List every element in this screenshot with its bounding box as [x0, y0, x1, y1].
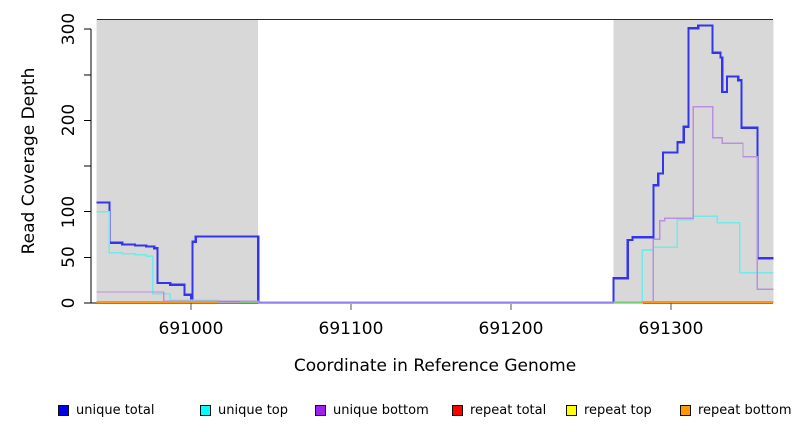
x-tick-label: 691100 [318, 319, 384, 339]
x-tick-label: 691000 [158, 319, 224, 339]
series-unique-total [96, 24, 774, 305]
y-tick-label: 0 [59, 297, 79, 309]
legend-swatch [200, 404, 211, 416]
legend-swatch [566, 404, 577, 416]
legend-swatch [58, 404, 69, 416]
legend-swatch [315, 404, 326, 416]
shaded-region [96, 19, 259, 303]
legend-item-repeat-total: repeat total [452, 402, 547, 418]
y-axis-title: Read Coverage Depth [19, 67, 39, 255]
y-tick-label: 200 [59, 104, 79, 137]
y-tick-label: 100 [59, 195, 79, 228]
legend-item-unique-bottom: unique bottom [315, 402, 429, 418]
legend-label: repeat top [584, 402, 652, 418]
x-axis-title: Coordinate in Reference Genome [293, 356, 577, 376]
legend-label: repeat bottom [698, 402, 792, 418]
x-tick-label: 691200 [478, 319, 544, 339]
legend-item-unique-total: unique total [58, 402, 155, 418]
legend-item-repeat-top: repeat top [566, 402, 652, 418]
x-tick-label: 691300 [638, 319, 704, 339]
plot-area [84, 19, 774, 310]
legend-item-unique-top: unique top [200, 402, 289, 418]
legend-label: unique top [218, 402, 289, 418]
legend-item-repeat-bottom: repeat bottom [680, 402, 792, 418]
y-tick-label: 50 [59, 246, 79, 269]
legend-label: unique bottom [333, 402, 429, 418]
y-tick-label: 300 [59, 12, 79, 46]
legend-label: repeat total [470, 402, 547, 418]
legend-label: unique total [76, 402, 155, 418]
legend-swatch [680, 404, 691, 416]
legend-swatch [452, 404, 463, 416]
